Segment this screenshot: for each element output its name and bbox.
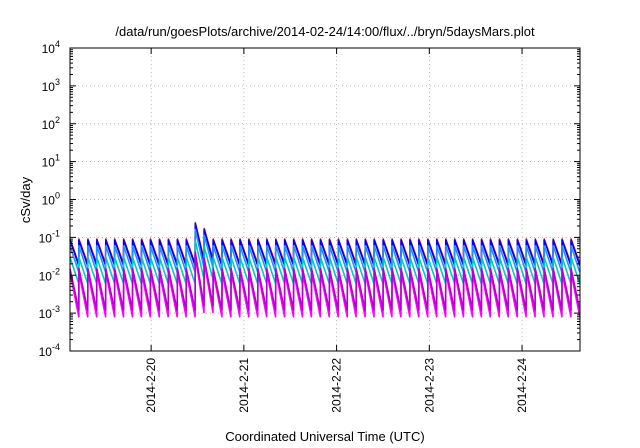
y-tick-label: 100 [42, 191, 60, 208]
x-axis: 2014-2-20 2014-2-21 2014-2-22 2014-2-23 2014… [144, 48, 529, 413]
y-axis-label: cSv/day [18, 176, 33, 223]
series-layer [69, 222, 581, 318]
y-tick-label: 10-2 [39, 266, 60, 283]
y-tick-label: 104 [42, 39, 60, 56]
series-line [69, 228, 581, 274]
y-tick-label: 102 [42, 115, 60, 132]
x-axis-label: Coordinated Universal Time (UTC) [225, 429, 424, 444]
series-line [69, 240, 581, 285]
grid-lines [70, 48, 580, 351]
series-line [69, 255, 581, 318]
x-tick-label: 2014-2-23 [422, 358, 436, 413]
x-tick-label: 2014-2-24 [515, 358, 529, 413]
x-tick-label: 2014-2-21 [237, 358, 251, 413]
y-tick-label: 10-1 [39, 228, 60, 245]
y-tick-label: 103 [42, 77, 60, 94]
chart-title: /data/run/goesPlots/archive/2014-02-24/1… [115, 24, 535, 39]
series-line [69, 222, 581, 267]
series-line [69, 251, 581, 311]
y-tick-label: 10-4 [39, 342, 60, 359]
x-tick-label: 2014-2-20 [144, 358, 158, 413]
x-tick-label: 2014-2-22 [330, 358, 344, 413]
y-tick-label: 10-3 [39, 304, 60, 321]
y-axis: 10-4 10-3 10-2 10-1 100 101 102 103 104 [39, 39, 580, 359]
y-tick-label: 101 [42, 153, 60, 170]
